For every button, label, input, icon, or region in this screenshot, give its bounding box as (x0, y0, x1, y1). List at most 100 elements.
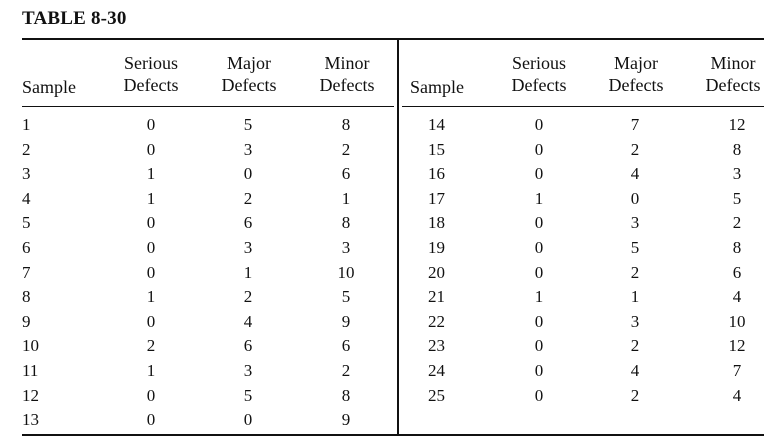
cell-minor: 2 (341, 139, 351, 159)
cell-serious: 0 (534, 262, 544, 282)
cell-sample: 22 (428, 311, 445, 331)
cell-major: 2 (630, 262, 640, 282)
column-divider (397, 40, 399, 434)
cell-serious: 0 (534, 336, 544, 356)
header-minor-right: Minor Defects (705, 53, 761, 95)
cell-serious: 0 (534, 361, 544, 380)
header-major-right: Major Defects (608, 53, 664, 95)
cell-sample: 24 (428, 361, 445, 380)
cell-serious: 0 (146, 238, 156, 257)
cell-sample: 9 (22, 311, 31, 331)
header-rule-right (402, 106, 764, 107)
cell-sample: 10 (22, 336, 39, 356)
cell-sample: 17 (428, 188, 445, 208)
cell-serious: 1 (534, 188, 544, 208)
cell-minor: 9 (341, 410, 351, 430)
header-serious-left: Serious Defects (123, 53, 179, 95)
cell-major: 1 (630, 287, 640, 307)
cell-minor: 4 (732, 385, 742, 405)
cell-serious: 0 (534, 164, 544, 184)
cell-minor: 2 (341, 361, 351, 380)
cell-major: 4 (243, 311, 253, 331)
header-rule-left (22, 106, 394, 107)
cell-sample: 19 (428, 238, 445, 257)
cell-serious: 1 (146, 188, 156, 208)
cell-minor: 8 (341, 385, 351, 405)
cell-sample: 13 (22, 410, 39, 430)
cell-serious: 0 (146, 115, 156, 134)
cell-sample: 21 (428, 287, 445, 307)
cell-serious: 1 (146, 287, 156, 307)
cell-minor: 2 (732, 213, 742, 233)
cell-minor: 8 (732, 238, 742, 257)
header-sample-left: Sample (22, 77, 76, 97)
cell-major: 3 (630, 311, 640, 331)
cell-sample: 6 (22, 238, 31, 257)
cell-major: 1 (243, 262, 253, 282)
cell-sample: 18 (428, 213, 445, 233)
cell-minor: 3 (341, 238, 351, 257)
cell-sample: 12 (22, 385, 39, 405)
cell-serious: 0 (534, 385, 544, 405)
table-title: TABLE 8-30 (22, 8, 127, 29)
cell-major: 2 (630, 336, 640, 356)
cell-sample: 3 (22, 164, 31, 184)
header-major-left: Major Defects (221, 53, 277, 95)
cell-minor: 9 (341, 311, 351, 331)
cell-sample: 5 (22, 213, 31, 233)
cell-serious: 1 (534, 287, 544, 307)
top-rule (22, 38, 764, 40)
cell-minor: 5 (341, 287, 351, 307)
cell-major: 2 (243, 188, 253, 208)
header-serious-right: Serious Defects (511, 53, 567, 95)
cell-major: 5 (243, 385, 253, 405)
cell-serious: 0 (146, 139, 156, 159)
cell-sample: 4 (22, 188, 31, 208)
header-minor-left: Minor Defects (319, 53, 375, 95)
cell-major: 3 (630, 213, 640, 233)
cell-major: 0 (243, 164, 253, 184)
cell-minor: 12 (728, 336, 746, 356)
cell-serious: 0 (146, 213, 156, 233)
cell-serious: 0 (146, 262, 156, 282)
cell-minor: 6 (732, 262, 742, 282)
cell-minor: 8 (341, 115, 351, 134)
cell-major: 3 (243, 139, 253, 159)
cell-sample: 16 (428, 164, 445, 184)
cell-minor: 1 (341, 188, 351, 208)
cell-major: 0 (243, 410, 253, 430)
cell-minor: 7 (732, 361, 742, 380)
cell-major: 6 (243, 213, 253, 233)
cell-minor: 6 (341, 336, 351, 356)
cell-serious: 0 (534, 238, 544, 257)
cell-sample: 8 (22, 287, 31, 307)
cell-major: 3 (243, 361, 253, 380)
cell-serious: 1 (146, 164, 156, 184)
cell-major: 7 (630, 115, 640, 134)
cell-sample: 15 (428, 139, 445, 159)
cell-minor: 6 (341, 164, 351, 184)
cell-sample: 11 (22, 361, 39, 380)
cell-sample: 23 (428, 336, 445, 356)
cell-major: 6 (243, 336, 253, 356)
cell-minor: 8 (341, 213, 351, 233)
cell-serious: 2 (146, 336, 156, 356)
cell-serious: 0 (534, 213, 544, 233)
cell-major: 4 (630, 361, 640, 380)
cell-sample: 25 (428, 385, 445, 405)
cell-major: 5 (243, 115, 253, 134)
cell-serious: 0 (534, 139, 544, 159)
cell-major: 0 (630, 188, 640, 208)
cell-major: 3 (243, 238, 253, 257)
bottom-rule (22, 434, 764, 436)
header-sample-right: Sample (410, 77, 464, 97)
cell-major: 2 (630, 139, 640, 159)
cell-sample: 1 (22, 115, 31, 134)
cell-minor: 4 (732, 287, 742, 307)
cell-sample: 20 (428, 262, 445, 282)
cell-major: 2 (243, 287, 253, 307)
cell-sample: 14 (428, 115, 445, 134)
cell-major: 4 (630, 164, 640, 184)
cell-serious: 0 (146, 311, 156, 331)
